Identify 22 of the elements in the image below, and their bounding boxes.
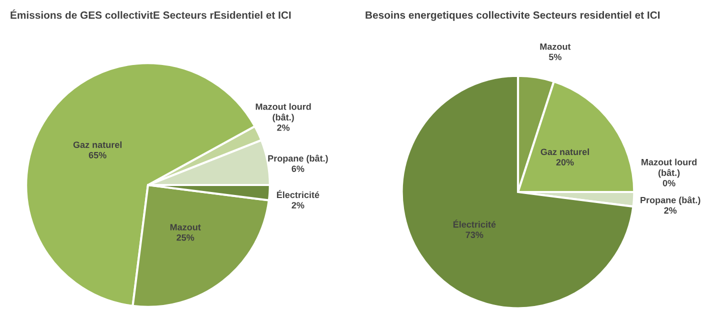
slice-label: Propane (bât.) xyxy=(268,154,328,164)
data-label: 2% xyxy=(664,207,677,214)
data-label: 6% xyxy=(292,166,304,172)
data-label: 65% xyxy=(88,152,106,158)
data-label: 20% xyxy=(556,159,574,166)
slice-label: Mazout xyxy=(170,224,201,230)
chart-title: Besoins energetiques collectivite Secteurs residentiel et ICI xyxy=(366,11,660,21)
data-label: 5% xyxy=(548,54,562,60)
slice-label: Propane (bât.) xyxy=(640,196,700,206)
data-label: 2% xyxy=(292,202,304,208)
data-label: 73% xyxy=(466,232,484,238)
data-label: 2% xyxy=(277,124,290,131)
data-label: 25% xyxy=(176,234,194,241)
slice-label: Gaz naturel xyxy=(540,148,589,156)
slice-label: Électricité xyxy=(453,220,496,228)
category-label: Mazout lourd (bât.) xyxy=(642,158,697,178)
slice-label: Gaz naturel xyxy=(73,141,122,148)
slice-label: Mazout lourd (bât.) xyxy=(256,103,311,122)
chart-title: Émissions de GES collectivitE Secteurs rEsidentiel et ICI xyxy=(10,9,291,19)
text: 0% xyxy=(662,180,676,186)
slice-label: Mazout xyxy=(540,44,571,50)
slice-label: Électricité xyxy=(276,190,320,198)
